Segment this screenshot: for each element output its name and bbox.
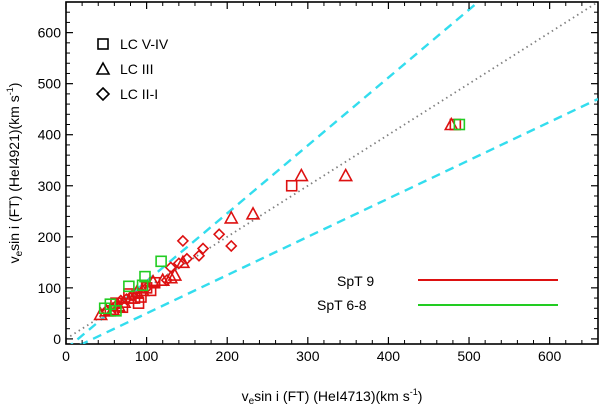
x-tick-label: 200 [216, 348, 240, 364]
data-point-diamond [140, 281, 153, 294]
y-tick-label: 500 [38, 76, 62, 92]
data-point-diamond [160, 274, 173, 287]
x-tick-label: 400 [377, 348, 401, 364]
data-point-diamond [180, 252, 194, 265]
data-point-square [285, 179, 298, 192]
x-axis-label: vesin i (FT) (HeI4713)(km s-1) [242, 387, 423, 407]
data-point-triangle [223, 210, 239, 224]
y-axis-label-main: sin i (FT) (HeI4921)(km s [6, 95, 22, 251]
color-legend: SpT 9 SpT 6-8 [317, 273, 558, 313]
reference-line-upper-bound [70, 2, 480, 344]
data-point-diamond [164, 261, 177, 274]
legend-spt-6-8-label: SpT 6-8 [317, 297, 367, 313]
x-tick-label: 600 [538, 348, 562, 364]
y-tick-label: 300 [38, 178, 62, 194]
y-axis-label: vesin i (FT) (HeI4921)(km s-1) [5, 83, 25, 264]
data-point-triangle [245, 206, 261, 220]
y-tick-label: 0 [53, 331, 61, 347]
legend-square-marker [97, 38, 109, 50]
legend-lc-ii-i-label: LC II-I [120, 86, 158, 102]
data-point-square [123, 280, 135, 293]
data-point-diamond [213, 228, 226, 241]
data-point-triangle [338, 167, 354, 182]
data-point-diamond [196, 242, 210, 255]
x-axis-label-sub: e [249, 396, 255, 407]
data-point-square [453, 118, 466, 131]
x-axis-label-suffix: ) [418, 388, 423, 404]
data-point-square [155, 255, 167, 268]
y-axis-label-sup: -1 [5, 87, 15, 95]
legend-spt-9-label: SpT 9 [337, 273, 374, 289]
data-point-triangle [294, 167, 309, 182]
x-axis-label-sup: -1 [410, 387, 418, 397]
data-point-square [110, 305, 122, 317]
x-tick-label: 300 [296, 348, 320, 364]
legend-triangle-marker [95, 61, 111, 75]
x-tick-label: 0 [62, 348, 70, 364]
y-axis-label-prefix: v [6, 256, 22, 263]
data-point-square [139, 270, 151, 283]
x-axis-label-prefix: v [242, 388, 249, 404]
y-axis-label-sub: e [14, 250, 25, 256]
y-tick-label: 200 [38, 229, 62, 245]
legend-lc-iii-label: LC III [120, 61, 153, 77]
data-point-diamond [225, 239, 238, 253]
y-tick-label: 100 [38, 280, 62, 296]
marker-legend: LC V-IV LC III LC II-I [95, 36, 169, 102]
data-point-diamond [176, 234, 190, 248]
data-point-diamond [172, 257, 185, 270]
data-point-square [136, 279, 149, 292]
legend-lc-v-iv-label: LC V-IV [120, 36, 169, 52]
data-point-triangle [167, 267, 183, 281]
y-tick-label: 600 [38, 25, 62, 41]
plot-frame [65, 1, 599, 345]
y-axis-label-suffix: ) [6, 83, 22, 88]
reference-line-lower-bound [79, 97, 598, 344]
legend-diamond-marker [95, 86, 111, 102]
data-point-diamond [125, 289, 139, 302]
data-point-triangle [116, 294, 132, 308]
x-tick-label: 500 [457, 348, 481, 364]
x-axis-label-main: sin i (FT) (HeI4713)(km s [254, 388, 410, 404]
y-tick-label: 400 [38, 127, 62, 143]
data-point-diamond [192, 249, 206, 262]
x-tick-label: 100 [135, 348, 159, 364]
